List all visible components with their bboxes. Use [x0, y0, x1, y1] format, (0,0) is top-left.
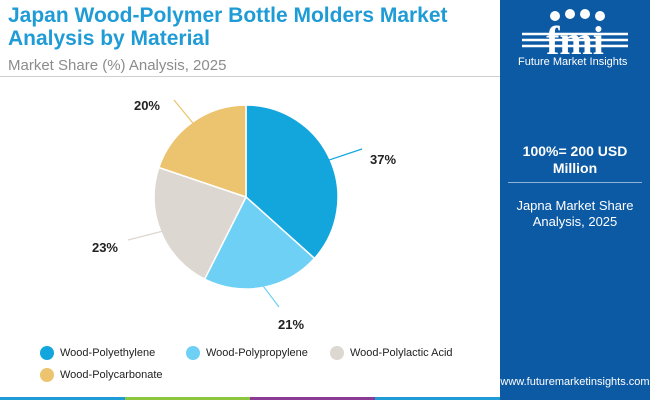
slice-percent-label: 21%	[278, 317, 304, 332]
legend-label: Wood-Polylactic Acid	[350, 347, 453, 359]
slice-percent-label: 37%	[370, 152, 396, 167]
bottom-bar-segment	[375, 397, 500, 400]
leader-line	[262, 285, 280, 308]
chart-title: Japan Wood-Polymer Bottle Molders Market…	[8, 4, 448, 50]
sidebar-divider	[508, 182, 642, 183]
sidebar-panel: fmi Future Market Insights 100%= 200 USD…	[500, 0, 650, 400]
slice-percent-label: 20%	[134, 98, 160, 113]
leader-line	[127, 230, 163, 241]
logo-dot	[565, 9, 575, 19]
slice-percent-label: 23%	[92, 240, 118, 255]
legend-swatch	[40, 368, 54, 382]
leader-line	[327, 148, 363, 161]
bottom-bar-segment	[250, 397, 375, 400]
logo-dot	[550, 11, 560, 21]
header-divider	[0, 76, 500, 77]
website-url[interactable]: www.futuremarketinsights.com	[500, 376, 650, 388]
legend-item-wood-polylactic-acid: Wood-Polylactic Acid	[330, 346, 453, 360]
chart-subtitle: Market Share (%) Analysis, 2025	[8, 57, 227, 74]
logo-stripes	[522, 32, 628, 48]
legend-label: Wood-Polycarbonate	[60, 369, 163, 381]
logo-caption: Future Market Insights	[518, 56, 628, 68]
logo-dot	[580, 9, 590, 19]
legend-swatch	[40, 346, 54, 360]
legend-swatch	[330, 346, 344, 360]
market-total: 100%= 200 USD Million	[522, 143, 628, 176]
logo-letters: fmi	[546, 18, 604, 60]
pie-slice-wood-polypropylene	[203, 195, 316, 290]
bottom-bar-segment	[125, 397, 250, 400]
pie-chart: 37% 21% 23% 20%	[92, 98, 396, 332]
bottom-color-bar	[0, 397, 500, 400]
fmi-logo-mark: fmi	[522, 9, 628, 63]
legend-label: Wood-Polypropylene	[206, 347, 308, 359]
legend-swatch	[186, 346, 200, 360]
leader-line	[173, 99, 195, 125]
bottom-bar-segment	[0, 397, 125, 400]
legend-item-wood-polycarbonate: Wood-Polycarbonate	[40, 368, 163, 382]
legend-item-wood-polypropylene: Wood-Polypropylene	[186, 346, 308, 360]
legend-label: Wood-Polyethylene	[60, 347, 156, 359]
logo-dot	[595, 11, 605, 21]
legend-item-wood-polyethylene: Wood-Polyethylene	[40, 346, 155, 360]
market-note: Japna Market Share Analysis, 2025	[516, 198, 634, 229]
fmi-logo: fmi	[500, 4, 650, 70]
